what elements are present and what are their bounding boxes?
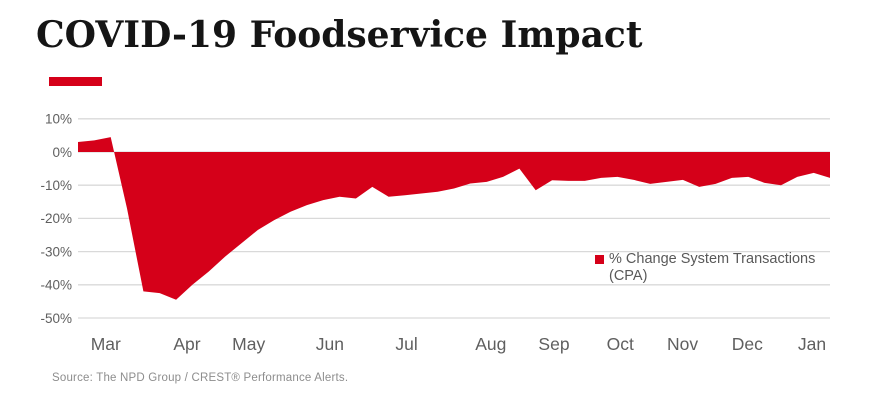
legend-label: % Change System Transactions (CPA) — [609, 251, 815, 285]
x-tick-label-apr: Apr — [173, 334, 200, 354]
y-tick-label: -20% — [40, 211, 72, 226]
x-tick-label-jul: Jul — [395, 334, 417, 354]
legend-label-line2: (CPA) — [609, 268, 648, 284]
x-tick-label-mar: Mar — [91, 334, 121, 354]
legend-square-icon — [595, 255, 604, 264]
x-tick-label-aug: Aug — [475, 334, 506, 354]
area-series — [78, 137, 830, 300]
title-accent-bar — [49, 77, 102, 86]
y-tick-label: -10% — [40, 178, 72, 193]
y-tick-label: -50% — [40, 311, 72, 326]
legend-label-line1: % Change System Transactions — [609, 251, 816, 267]
x-tick-label-oct: Oct — [607, 334, 634, 354]
legend: % Change System Transactions (CPA) — [595, 251, 845, 285]
source-note: Source: The NPD Group / CREST® Performan… — [52, 372, 349, 384]
x-tick-label-jan: Jan — [798, 334, 826, 354]
x-tick-label-sep: Sep — [538, 334, 569, 354]
x-tick-label-jun: Jun — [316, 334, 344, 354]
y-tick-label: 0% — [52, 145, 72, 160]
x-tick-label-dec: Dec — [732, 334, 763, 354]
page-title: COVID-19 Foodservice Impact — [36, 14, 643, 56]
x-tick-label-nov: Nov — [667, 334, 698, 354]
y-tick-label: -30% — [40, 244, 72, 259]
x-tick-label-may: May — [232, 334, 265, 354]
y-tick-label: 10% — [45, 112, 72, 127]
y-tick-label: -40% — [40, 278, 72, 293]
